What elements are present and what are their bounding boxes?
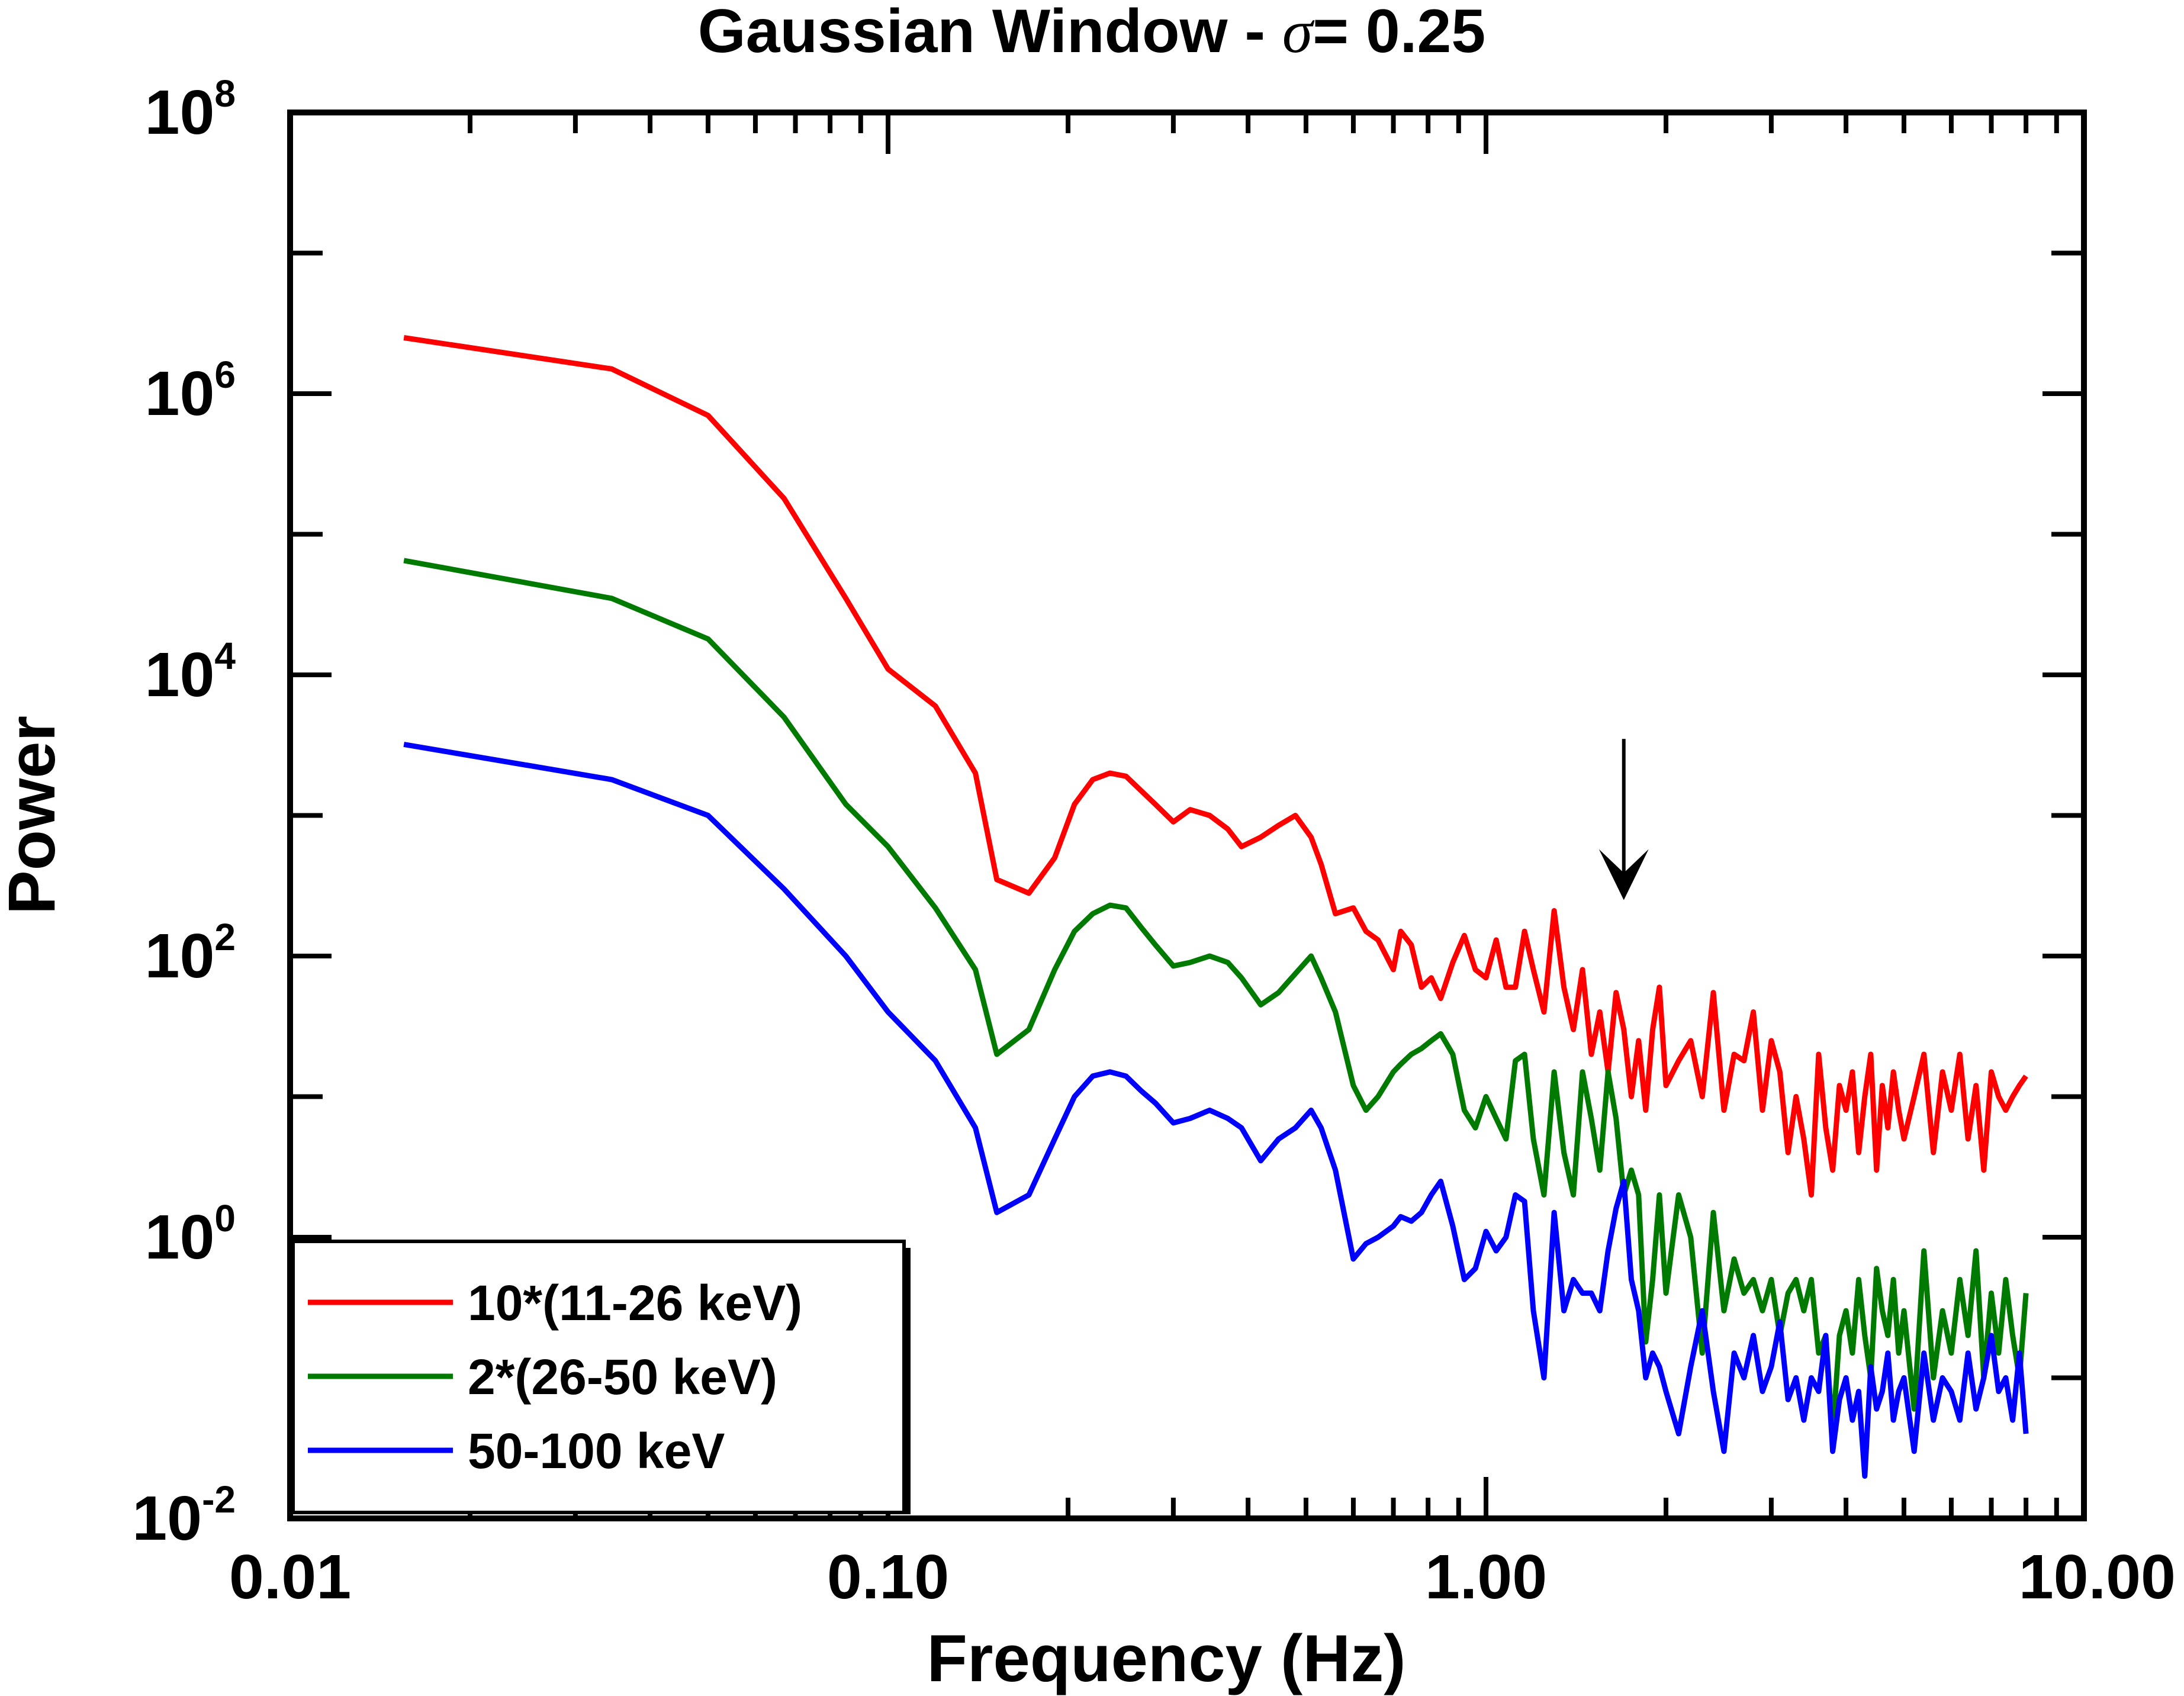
- plot-frame: [287, 110, 2087, 1521]
- y-tick-base: 10: [145, 921, 215, 991]
- series-group: [403, 335, 2029, 1479]
- y-tick-exponent: -2: [202, 1478, 236, 1521]
- x-tick-label: 10.00: [2019, 1542, 2176, 1612]
- y-tick-label: 106: [145, 353, 236, 429]
- legend: 10*(11-26 keV) 2*(26-50 keV) 50-100 keV: [291, 1240, 911, 1514]
- y-tick-exponent: 8: [214, 72, 236, 115]
- y-tick-label: 100: [145, 1197, 236, 1272]
- y-tick-base: 10: [145, 359, 215, 429]
- x-tick-labels: 0.01 0.10 1.00 10.00: [229, 1542, 2176, 1612]
- x-tick-label: 1.00: [1425, 1542, 1547, 1612]
- series-line-0: [403, 335, 2028, 1198]
- series-line-2: [403, 742, 2029, 1479]
- y-tick-label: 104: [145, 635, 236, 710]
- y-tick-exponent: 0: [214, 1197, 236, 1240]
- x-tick-label: 0.01: [229, 1542, 351, 1612]
- chart-title: Gaussian Window - σ= 0.25: [698, 0, 1485, 66]
- legend-entries: 10*(11-26 keV) 2*(26-50 keV) 50-100 keV: [308, 1275, 802, 1479]
- legend-label: 10*(11-26 keV): [468, 1275, 802, 1331]
- y-tick-exponent: 2: [214, 916, 236, 958]
- y-tick-base: 10: [132, 1483, 202, 1553]
- y-axis-label: Power: [0, 716, 69, 915]
- chart-title-prefix: Gaussian Window -: [698, 0, 1282, 66]
- arrow-annotation: [1598, 739, 1649, 900]
- y-tick-base: 10: [145, 640, 215, 710]
- series-line-1: [403, 558, 2029, 1437]
- y-tick-label: 102: [145, 916, 236, 991]
- x-axis-label: Frequency (Hz): [927, 1621, 1406, 1695]
- y-tick-label: 108: [145, 72, 236, 147]
- legend-label: 50-100 keV: [468, 1423, 725, 1479]
- y-tick-base: 10: [145, 78, 215, 147]
- y-tick-exponent: 4: [214, 635, 236, 677]
- x-tick-label: 0.10: [827, 1542, 949, 1612]
- legend-label: 2*(26-50 keV): [468, 1349, 777, 1405]
- y-tick-exponent: 6: [214, 353, 236, 396]
- chart-title-suffix: = 0.25: [1313, 0, 1485, 66]
- arrow-head: [1598, 849, 1649, 900]
- y-tick-label: 10-2: [132, 1478, 236, 1553]
- y-tick-base: 10: [145, 1202, 215, 1272]
- chart-title-symbol: σ: [1282, 0, 1315, 66]
